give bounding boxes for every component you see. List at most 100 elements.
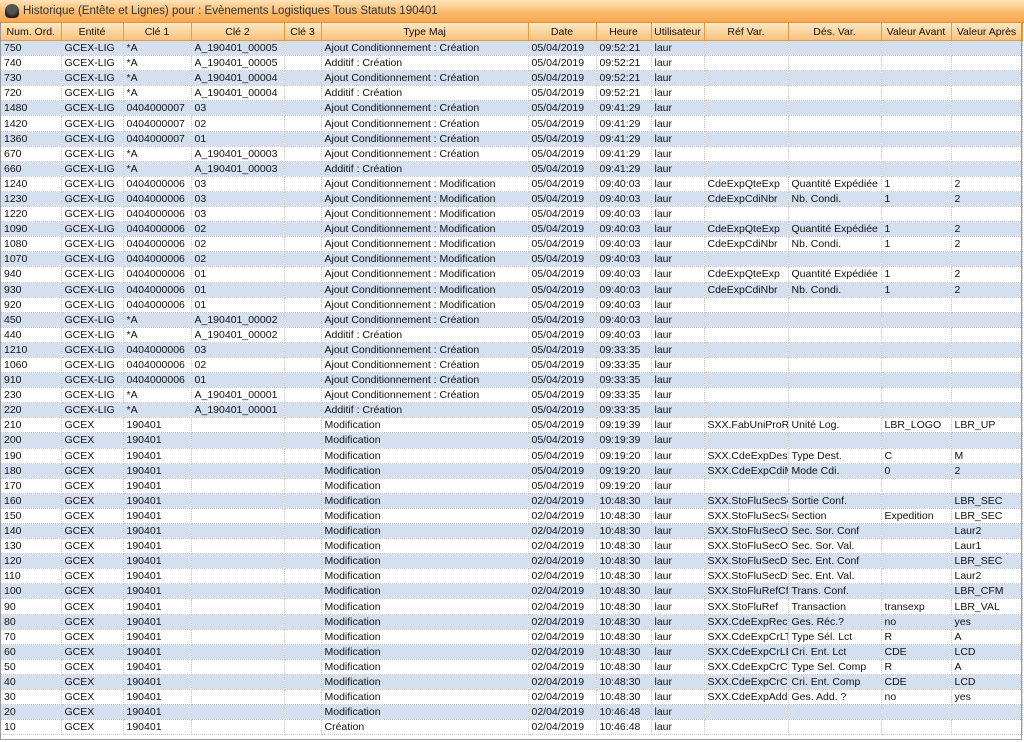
table-row[interactable]: 230 GCEX-LIG *A A_190401_00001 Ajout Conditi… [1, 387, 1023, 404]
cell-heure: 09:19:39 [596, 417, 652, 434]
cell-des-var [788, 387, 882, 404]
cell-type-maj: Modification [321, 644, 529, 660]
cell-type-maj: Modification [321, 417, 529, 434]
table-row[interactable]: 190 GCEX 190401 Modification 05/04/2019 09:19… [1, 448, 1023, 464]
cell-ref-var [704, 478, 789, 494]
table-row[interactable]: 50 GCEX 190401 Modification 02/04/2019 10:48:… [1, 659, 1023, 675]
column-header-cle2[interactable]: Clé 2 [191, 23, 285, 41]
table-row[interactable]: 100 GCEX 190401 Modification 02/04/2019 10:48… [1, 583, 1023, 600]
table-row[interactable]: 20 GCEX 190401 Modification 02/04/2019 10:46:… [1, 704, 1023, 721]
column-header-cle1[interactable]: Clé 1 [123, 23, 192, 41]
cell-cle1: 190401 [123, 719, 192, 736]
cell-num-ord: 40 [1, 674, 62, 691]
column-header-heure[interactable]: Heure [596, 23, 652, 41]
cell-des-var: Type Sél. Lct [788, 629, 882, 645]
cell-date: 05/04/2019 [528, 55, 597, 72]
table-row[interactable]: 1230 GCEX-LIG 0404000006 03 Ajout Conditionn… [1, 191, 1023, 208]
cell-valeur-apres: 2 [951, 266, 1023, 283]
table-row[interactable]: 1210 GCEX-LIG 0404000006 03 Ajout Conditionn… [1, 342, 1023, 358]
table-row[interactable]: 1090 GCEX-LIG 0404000006 02 Ajout Conditionn… [1, 221, 1023, 238]
cell-num-ord: 940 [1, 266, 62, 283]
table-row[interactable]: 1420 GCEX-LIG 0404000007 02 Ajout Conditionn… [1, 115, 1023, 132]
table-row[interactable]: 730 GCEX-LIG *A A_190401_00004 Ajout Conditi… [1, 70, 1023, 87]
cell-des-var [788, 146, 882, 162]
table-row[interactable]: 60 GCEX 190401 Modification 02/04/2019 10:48:… [1, 644, 1023, 660]
cell-heure: 09:41:29 [596, 131, 652, 147]
table-row[interactable]: 1070 GCEX-LIG 0404000006 02 Ajout Conditionn… [1, 251, 1023, 268]
table-row[interactable]: 1480 GCEX-LIG 0404000007 03 Ajout Conditionn… [1, 100, 1023, 117]
table-row[interactable]: 120 GCEX 190401 Modification 02/04/2019 10:48… [1, 553, 1023, 570]
table-row[interactable]: 70 GCEX 190401 Modification 02/04/2019 10:48:… [1, 629, 1023, 645]
cell-date: 05/04/2019 [528, 251, 597, 268]
column-header-des-var[interactable]: Dés. Var. [788, 23, 882, 41]
cell-num-ord: 450 [1, 312, 62, 328]
cell-type-maj: Modification [321, 553, 529, 570]
table-row[interactable]: 10 GCEX 190401 Création 02/04/2019 10:46:48 la… [1, 719, 1023, 736]
table-row[interactable]: 170 GCEX 190401 Modification 05/04/2019 09:19… [1, 478, 1023, 494]
column-header-valeur-avant[interactable]: Valeur Avant [881, 23, 952, 41]
cell-cle3 [284, 508, 322, 525]
cell-valeur-apres: LBR_VAL [951, 598, 1023, 615]
cell-heure: 10:48:30 [596, 508, 652, 525]
table-row[interactable]: 1240 GCEX-LIG 0404000006 03 Ajout Conditionn… [1, 176, 1023, 192]
table-row[interactable]: 80 GCEX 190401 Modification 02/04/2019 10:48:… [1, 614, 1023, 630]
table-row[interactable]: 910 GCEX-LIG 0404000006 01 Ajout Conditionne… [1, 372, 1023, 389]
column-header-valeur-apres[interactable]: Valeur Après [951, 23, 1023, 41]
table-row[interactable]: 1360 GCEX-LIG 0404000007 01 Ajout Conditionn… [1, 131, 1023, 147]
table-row[interactable]: 110 GCEX 190401 Modification 02/04/2019 10:48… [1, 568, 1023, 585]
table-row[interactable]: 720 GCEX-LIG *A A_190401_00004 Additif : Cré… [1, 85, 1023, 102]
column-header-num-ord[interactable]: Num. Ord. [1, 23, 62, 41]
cell-des-var: Sec. Ent. Val. [788, 568, 882, 585]
cell-cle1: 190401 [123, 659, 192, 675]
table-row[interactable]: 930 GCEX-LIG 0404000006 01 Ajout Conditionne… [1, 282, 1023, 298]
column-header-ref-var[interactable]: Réf Var. [704, 23, 789, 41]
table-row[interactable]: 210 GCEX 190401 Modification 05/04/2019 09:19… [1, 417, 1023, 434]
table-row[interactable]: 1220 GCEX-LIG 0404000006 03 Ajout Conditionn… [1, 206, 1023, 223]
cell-date: 02/04/2019 [528, 644, 597, 660]
cell-cle1: 0404000006 [123, 266, 192, 283]
table-row[interactable]: 90 GCEX 190401 Modification 02/04/2019 10:48:… [1, 598, 1023, 615]
table-row[interactable]: 740 GCEX-LIG *A A_190401_00005 Additif : Cré… [1, 55, 1023, 72]
column-header-utilisateur[interactable]: Utilisateur [651, 23, 705, 41]
table-row[interactable]: 140 GCEX 190401 Modification 02/04/2019 10:48… [1, 523, 1023, 540]
cell-cle1: *A [123, 312, 192, 328]
table-row[interactable]: 450 GCEX-LIG *A A_190401_00002 Ajout Conditi… [1, 312, 1023, 328]
column-header-date[interactable]: Date [528, 23, 597, 41]
table-row[interactable]: 180 GCEX 190401 Modification 05/04/2019 09:19… [1, 463, 1023, 479]
table-row[interactable]: 660 GCEX-LIG *A A_190401_00003 Additif : Cré… [1, 161, 1023, 177]
column-header-cle3[interactable]: Clé 3 [284, 23, 322, 41]
cell-entite: GCEX [61, 689, 124, 706]
table-row[interactable]: 1060 GCEX-LIG 0404000006 02 Ajout Conditionn… [1, 357, 1023, 374]
table-row[interactable]: 670 GCEX-LIG *A A_190401_00003 Ajout Conditi… [1, 146, 1023, 162]
cell-num-ord: 20 [1, 704, 62, 721]
column-header-entite[interactable]: Entité [61, 23, 124, 41]
cell-num-ord: 440 [1, 327, 62, 343]
cell-heure: 10:48:30 [596, 493, 652, 509]
table-row[interactable]: 1080 GCEX-LIG 0404000006 02 Ajout Conditionn… [1, 236, 1023, 253]
cell-valeur-avant [881, 70, 952, 87]
cell-cle3 [284, 312, 322, 328]
column-header-type-maj[interactable]: Type Maj [321, 23, 529, 41]
table-row[interactable]: 130 GCEX 190401 Modification 02/04/2019 10:48… [1, 538, 1023, 555]
table-row[interactable]: 940 GCEX-LIG 0404000006 01 Ajout Conditionne… [1, 266, 1023, 283]
cell-cle2: 02 [191, 251, 285, 268]
history-table: Num. Ord. Entité Clé 1 Clé 2 Clé 3 Type Maj Da… [1, 23, 1023, 736]
table-row[interactable]: 150 GCEX 190401 Modification 02/04/2019 10:48… [1, 508, 1023, 525]
cell-valeur-avant [881, 85, 952, 102]
cell-entite: GCEX-LIG [61, 282, 124, 298]
cell-ref-var [704, 402, 789, 419]
table-row[interactable]: 160 GCEX 190401 Modification 02/04/2019 10:48… [1, 493, 1023, 509]
cell-ref-var: SXX.CdeExpCrLEn [704, 644, 789, 660]
table-row[interactable]: 750 GCEX-LIG *A A_190401_00005 Ajout Conditi… [1, 40, 1023, 57]
table-row[interactable]: 220 GCEX-LIG *A A_190401_00001 Additif : Cré… [1, 402, 1023, 419]
cell-cle3 [284, 55, 322, 72]
table-row[interactable]: 40 GCEX 190401 Modification 02/04/2019 10:48:… [1, 674, 1023, 691]
table-row[interactable]: 30 GCEX 190401 Modification 02/04/2019 10:48:… [1, 689, 1023, 706]
cell-entite: GCEX [61, 553, 124, 570]
cell-cle2 [191, 719, 285, 736]
table-row[interactable]: 440 GCEX-LIG *A A_190401_00002 Additif : Cré… [1, 327, 1023, 343]
cell-valeur-avant [881, 478, 952, 494]
cell-type-maj: Ajout Conditionnement : Modification [321, 282, 529, 298]
table-row[interactable]: 920 GCEX-LIG 0404000006 01 Ajout Conditionne… [1, 297, 1023, 313]
table-row[interactable]: 200 GCEX 190401 Modification 05/04/2019 09:19… [1, 432, 1023, 449]
